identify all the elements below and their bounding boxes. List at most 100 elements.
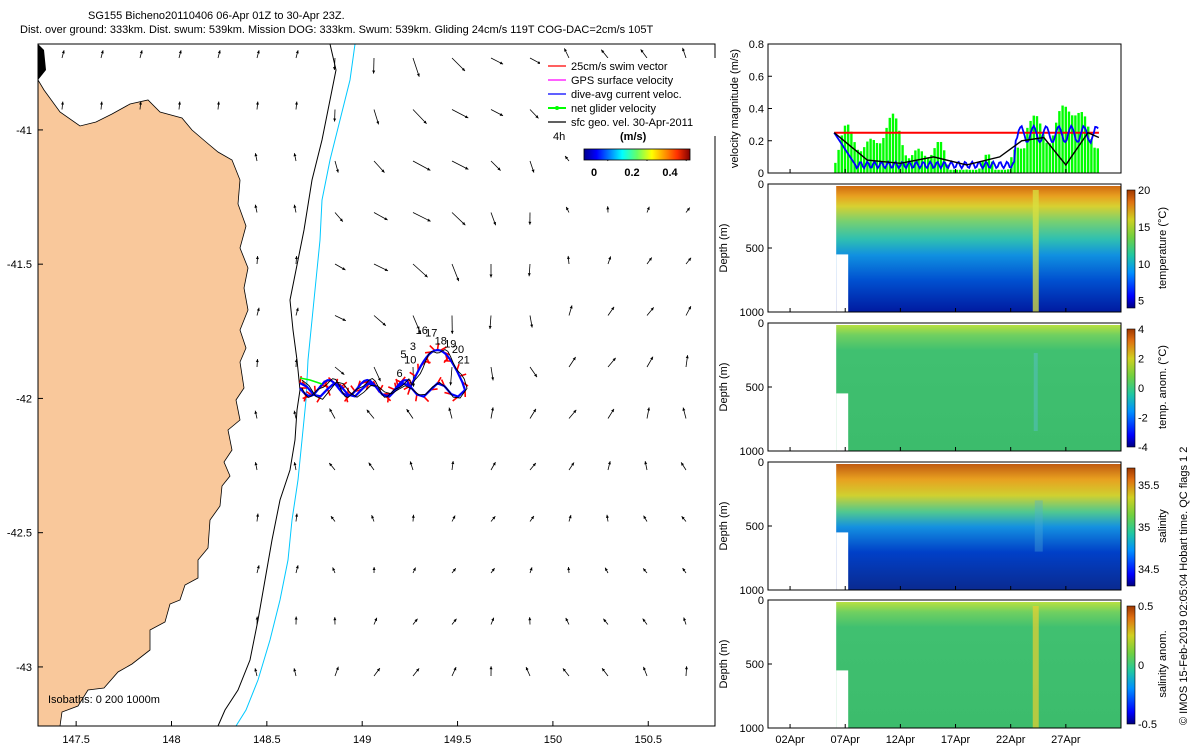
legend-item-label: sfc geo. vel. 30-Apr-2011 — [571, 117, 693, 129]
net-glider-velocity-bar — [1019, 148, 1023, 173]
net-glider-velocity-bar — [974, 169, 978, 173]
net-glider-velocity-bar — [1000, 169, 1003, 173]
net-glider-velocity-bar — [907, 158, 911, 173]
isobath-200m — [217, 44, 337, 726]
velocity-y-tick-label: 0.6 — [749, 71, 764, 83]
legend-item-label: dive-avg current veloc. — [571, 89, 682, 101]
panel-salinity: 0 500 1000 Depth (m) 34.5 35 35.5 salinity — [718, 457, 1169, 597]
legend-item-label: net glider velocity — [571, 103, 656, 115]
net-glider-velocity-bar — [856, 149, 859, 173]
depth-axis-label: Depth (m) — [718, 640, 730, 689]
chart-title: SG155 Bicheno20110406 06-Apr 01Z to 30-A… — [88, 10, 345, 22]
net-glider-velocity-bar — [885, 127, 888, 173]
net-glider-velocity-bar — [1026, 127, 1029, 173]
colorbar-tick-label: 0 — [1138, 660, 1144, 672]
net-glider-velocity-bar — [1054, 122, 1058, 173]
map-y-tick-label: -41.5 — [7, 259, 32, 271]
colorbar-tick-label: 35 — [1138, 522, 1150, 534]
map-y-ticks: -41 -41.5 -42 -42.5 -43 — [7, 125, 43, 674]
depth-tick-label: 1000 — [740, 446, 764, 458]
temperature-colorbar — [1126, 189, 1136, 309]
depth-tick-label: 1000 — [740, 585, 764, 597]
map-x-tick-label: 150 — [544, 734, 562, 746]
colorbar-left-label: 4h — [553, 131, 565, 143]
dive-number-label: 16 — [416, 325, 428, 337]
date-tick-label: 07Apr — [831, 734, 861, 746]
net-glider-velocity-bar — [1096, 148, 1099, 173]
net-glider-velocity-bar — [1086, 126, 1090, 173]
colorbar-tick-label: 2 — [1138, 354, 1144, 366]
net-glider-velocity-bar — [971, 169, 975, 173]
date-tick-label: 12Apr — [886, 734, 916, 746]
legend-item-label: 25cm/s swim vector — [571, 61, 668, 73]
isobath-1000m — [235, 44, 356, 726]
net-glider-velocity-bar — [1083, 116, 1087, 173]
legend-item-label: GPS surface velocity — [571, 75, 674, 87]
salinity-field — [836, 464, 1121, 590]
net-glider-velocity-bar — [1016, 147, 1019, 173]
net-glider-velocity-bar — [898, 130, 901, 173]
net-glider-velocity-bar — [1074, 115, 1077, 173]
net-glider-velocity-bar — [965, 169, 968, 173]
velocity-y-axis-label: velocity magnitude (m/s) — [729, 49, 741, 168]
map-x-tick-label: 147.5 — [62, 734, 90, 746]
colorbar-title: (m/s) — [620, 131, 647, 143]
colorbar-tick-label: -2 — [1138, 413, 1148, 425]
net-glider-velocity-bar — [946, 164, 949, 173]
colorbar-tick-label: 0.4 — [662, 167, 678, 179]
temp_anom-field — [836, 325, 1121, 451]
net-glider-velocity-bar — [840, 135, 843, 173]
sfc-geo-velocity-line — [833, 131, 1100, 167]
net-glider-velocity-bar — [866, 141, 869, 173]
map-legend: 25cm/s swim vector GPS surface velocity di… — [540, 58, 716, 179]
colorbar-tick-label: 20 — [1138, 185, 1150, 197]
net-glider-velocity-bar — [955, 169, 959, 173]
net-glider-velocity-bar — [1067, 111, 1071, 173]
net-glider-velocity-bar — [1058, 111, 1061, 173]
colorbar-label: salinity — [1157, 509, 1169, 543]
dive-number-label: 5 — [400, 349, 406, 361]
dive-number-label: 6 — [397, 368, 403, 380]
colorbar-label: temp. anom. (°C) — [1157, 345, 1169, 429]
net-glider-velocity-bar — [882, 137, 885, 173]
net-glider-velocity-bar — [1035, 116, 1039, 173]
colorbar-tick-label: 0.2 — [624, 167, 639, 179]
depth-tick-label: 500 — [746, 521, 764, 533]
map-x-tick-label: 148 — [162, 734, 180, 746]
colorbar-tick-label: 34.5 — [1138, 564, 1159, 576]
depth-tick-label: 0 — [758, 318, 764, 330]
net-glider-velocity-bar — [968, 169, 971, 173]
colorbar-tick-label: 4 — [1138, 324, 1144, 336]
temperature-field — [836, 186, 1121, 312]
depth-axis-label: Depth (m) — [718, 224, 730, 273]
depth-tick-label: 1000 — [740, 307, 764, 319]
panel-temperature: 0 500 1000 Depth (m) 5 10 15 20 temperature (°C) — [718, 179, 1169, 319]
net-glider-velocity-bar — [994, 169, 997, 173]
velocity-y-tick-label: 0.8 — [749, 39, 764, 51]
map-x-tick-label: 150.5 — [634, 734, 662, 746]
colorbar-tick-label: -4 — [1138, 442, 1148, 454]
date-tick-label: 17Apr — [941, 734, 971, 746]
net-glider-velocity-bar — [933, 148, 936, 173]
net-glider-velocity-bar — [850, 131, 853, 173]
map-y-tick-label: -42 — [16, 393, 32, 405]
net-glider-velocity-bar — [910, 155, 914, 173]
net-glider-velocity-bar — [990, 161, 994, 173]
salinity_anom-colorbar — [1126, 605, 1136, 725]
net-glider-velocity-bar — [1032, 115, 1035, 173]
tasmania-land — [38, 44, 249, 726]
salinity-colorbar — [1126, 467, 1136, 587]
map-y-tick-label: -41 — [16, 125, 32, 137]
depth-tick-label: 0 — [758, 457, 764, 469]
net-glider-velocity-bar — [1070, 115, 1074, 173]
net-glider-velocity-bar — [987, 154, 991, 173]
net-glider-velocity-bar — [914, 150, 917, 173]
net-glider-velocity-bar — [1045, 142, 1048, 173]
salinity_anom-field — [836, 602, 1121, 728]
net-glider-velocity-bar — [901, 145, 904, 173]
map-x-tick-label: 149 — [353, 734, 371, 746]
colorbar-tick-label: 5 — [1138, 296, 1144, 308]
colorbar-tick-label: -0.5 — [1138, 719, 1157, 731]
net-glider-velocity-bar — [1006, 169, 1010, 173]
